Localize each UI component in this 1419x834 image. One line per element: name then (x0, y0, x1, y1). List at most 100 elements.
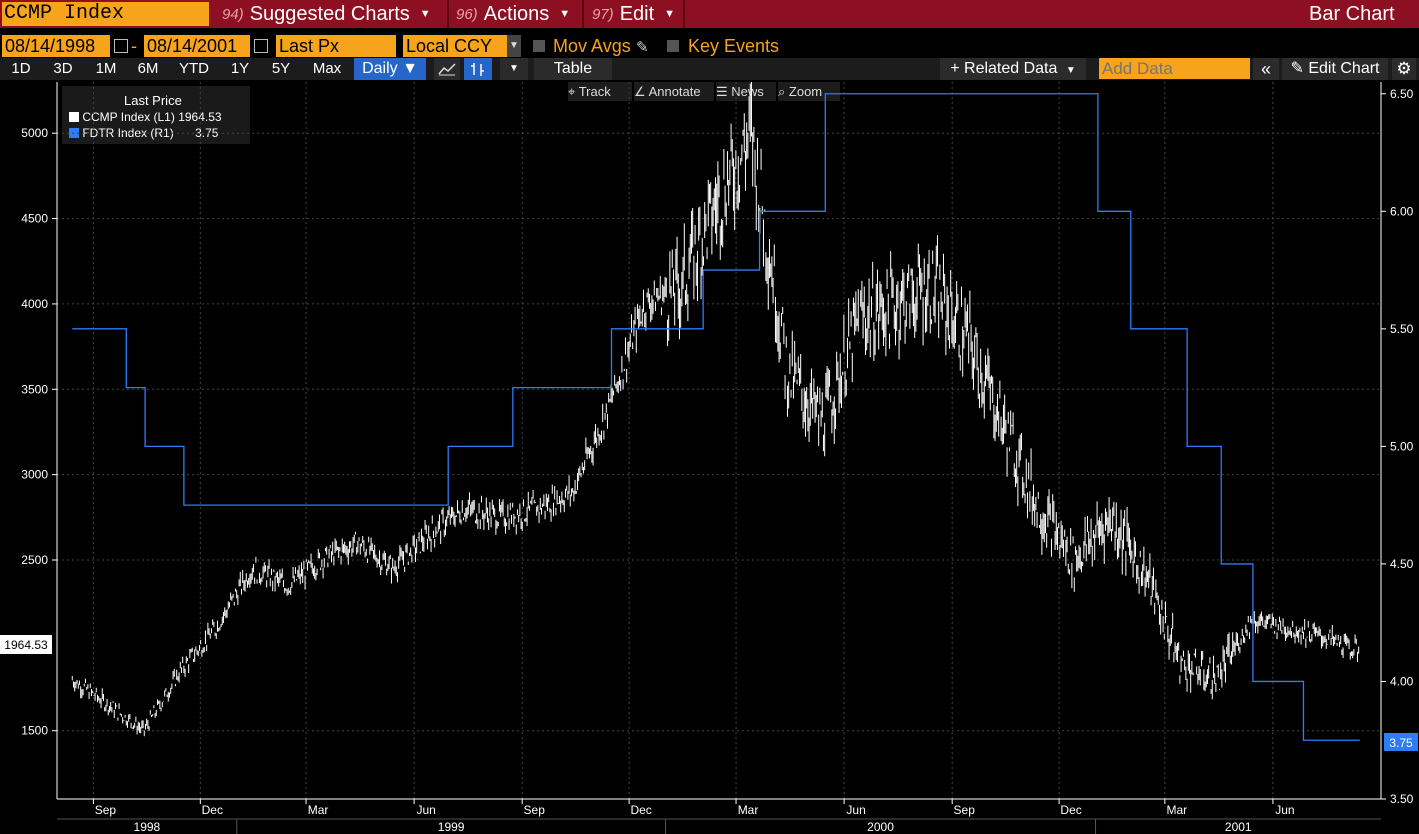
tick-label: 4000 (21, 297, 48, 311)
tick-label: 6.00 (1390, 204, 1414, 218)
year-label: 2001 (1225, 820, 1252, 834)
track-tool[interactable]: ⌖ Track (568, 82, 632, 101)
date-separator: - (131, 36, 137, 56)
month-label: Mar (308, 803, 329, 817)
gear-icon[interactable]: ⚙ (1392, 58, 1416, 80)
tick-label: 5000 (21, 126, 48, 140)
year-label: 2000 (867, 820, 894, 834)
menu-label: Suggested Charts (249, 2, 410, 25)
end-date-input[interactable]: 08/14/2001 (144, 35, 250, 57)
start-date-input[interactable]: 08/14/1998 (2, 35, 110, 57)
field-input[interactable]: Last Px (276, 35, 396, 57)
currency-select[interactable]: Local CCY (403, 35, 507, 57)
pencil-icon: ✎ (1290, 60, 1304, 77)
annotate-tool[interactable]: ∠ Annotate (634, 82, 714, 101)
left-axis: 5000 4500 4000 3500 3000 2500 1500 (21, 126, 57, 738)
edit-chart-label: Edit Chart (1308, 60, 1380, 77)
period-button[interactable]: 1M (95, 60, 117, 77)
actions-menu[interactable]: 96) Actions ▼ (456, 0, 570, 28)
news-tool[interactable]: ☰ News (716, 82, 776, 101)
edit-menu[interactable]: 97) Edit ▼ (592, 0, 675, 28)
annotate-label: Annotate (648, 84, 701, 99)
frequency-select[interactable]: Daily ▼ (354, 58, 426, 80)
calendar-icon[interactable] (254, 39, 268, 53)
calendar-icon[interactable] (114, 39, 128, 53)
news-label: News (731, 84, 764, 99)
divider (582, 0, 584, 28)
right-last-value-tag: 3.75 (1384, 733, 1418, 751)
bar-chart-icon[interactable] (464, 58, 492, 80)
menu-number: 96) (456, 5, 478, 23)
tick-label: 3000 (21, 468, 48, 482)
period-button[interactable]: YTD (179, 60, 209, 77)
year-label: 1998 (134, 820, 161, 834)
suggested-charts-menu[interactable]: 94) Suggested Charts ▼ (222, 0, 431, 28)
last-value-label: 3.75 (1389, 736, 1413, 750)
edit-chart-button[interactable]: ✎ Edit Chart (1282, 58, 1388, 80)
caret-down-icon: ▼ (559, 8, 571, 20)
ccmp-bars (71, 82, 1360, 737)
month-label: Jun (846, 803, 865, 817)
chart-type-label: Bar Chart (1309, 2, 1395, 25)
period-button[interactable]: 3D (53, 60, 73, 77)
period-button[interactable]: 6M (137, 60, 159, 77)
menu-label: Actions (483, 2, 550, 25)
ticker-input[interactable]: CCMP Index (2, 2, 209, 26)
menu-number: 94) (222, 5, 244, 23)
zoom-label: Zoom (788, 84, 823, 99)
gridlines (57, 82, 1381, 799)
related-data-button[interactable]: + Related Data ▼ (940, 58, 1086, 80)
pencil-icon[interactable]: ✎ (636, 39, 649, 56)
mov-avgs-checkbox[interactable] (533, 40, 545, 52)
month-label: Mar (1167, 803, 1188, 817)
tick-label: 6.50 (1390, 87, 1414, 101)
key-events-checkbox[interactable] (667, 40, 679, 52)
table-button[interactable]: Table (534, 58, 612, 80)
caret-down-icon: ▼ (664, 8, 676, 20)
month-label: Sep (95, 803, 117, 817)
command-bar (0, 0, 1419, 28)
menu-number: 97) (592, 5, 614, 23)
news-icon: ☰ (716, 84, 728, 99)
divider (683, 0, 685, 28)
tick-label: 3500 (21, 382, 48, 396)
series-value: 3.75 (195, 126, 219, 140)
legend-title: Last Price (124, 93, 182, 108)
mov-avgs-label: Mov Avgs (553, 36, 631, 56)
period-button[interactable]: 5Y (271, 60, 291, 77)
legend: Last Price CCMP Index (L1) 1964.53 FDTR … (62, 86, 250, 144)
x-axis: Sep Dec Mar Jun Sep Dec Mar Jun Sep Dec Mar Jun 1998… (57, 799, 1381, 834)
tick-label: 3.50 (1390, 792, 1414, 806)
chart-style-dropdown[interactable]: ▼ (500, 58, 528, 80)
tick-label: 5.50 (1390, 322, 1414, 336)
last-value-label: 1964.53 (4, 638, 48, 652)
annotate-icon: ∠ (634, 84, 646, 99)
chevron-down-icon[interactable]: ▼ (507, 35, 521, 57)
key-events-label: Key Events (688, 36, 780, 56)
crosshair-icon: ⌖ (568, 84, 576, 99)
period-button[interactable]: 1D (11, 60, 31, 77)
series-name: CCMP Index (82, 110, 151, 124)
menu-label: Edit (619, 2, 655, 25)
period-button[interactable]: Max (312, 60, 342, 77)
tick-label: 4.00 (1390, 674, 1414, 688)
add-data-input[interactable] (1099, 58, 1250, 79)
month-label: Dec (202, 803, 223, 817)
series-name: FDTR Index (82, 126, 148, 140)
line-chart-icon[interactable] (434, 58, 460, 80)
legend-item-ccmp[interactable]: CCMP Index (L1) 1964.53 (69, 110, 222, 124)
right-axis: 6.50 6.00 5.50 5.00 4.50 4.00 3.50 (1381, 87, 1414, 806)
year-label: 1999 (438, 820, 465, 834)
tick-label: 4.50 (1390, 557, 1414, 571)
month-label: Jun (416, 803, 435, 817)
price-chart[interactable]: 5000 4500 4000 3500 3000 2500 1500 6.50 6.00 5.5… (0, 82, 1419, 834)
left-last-value-tag: 1964.53 (0, 635, 52, 654)
month-label: Dec (630, 803, 651, 817)
series-axis: (L1) (153, 110, 175, 124)
month-label: Dec (1060, 803, 1081, 817)
line-chart-glyph (438, 63, 456, 76)
magnifier-icon: ⌕ (778, 84, 786, 99)
zoom-tool[interactable]: ⌕ Zoom (778, 82, 840, 101)
collapse-icon[interactable]: « (1253, 58, 1279, 80)
period-button[interactable]: 1Y (230, 60, 250, 77)
